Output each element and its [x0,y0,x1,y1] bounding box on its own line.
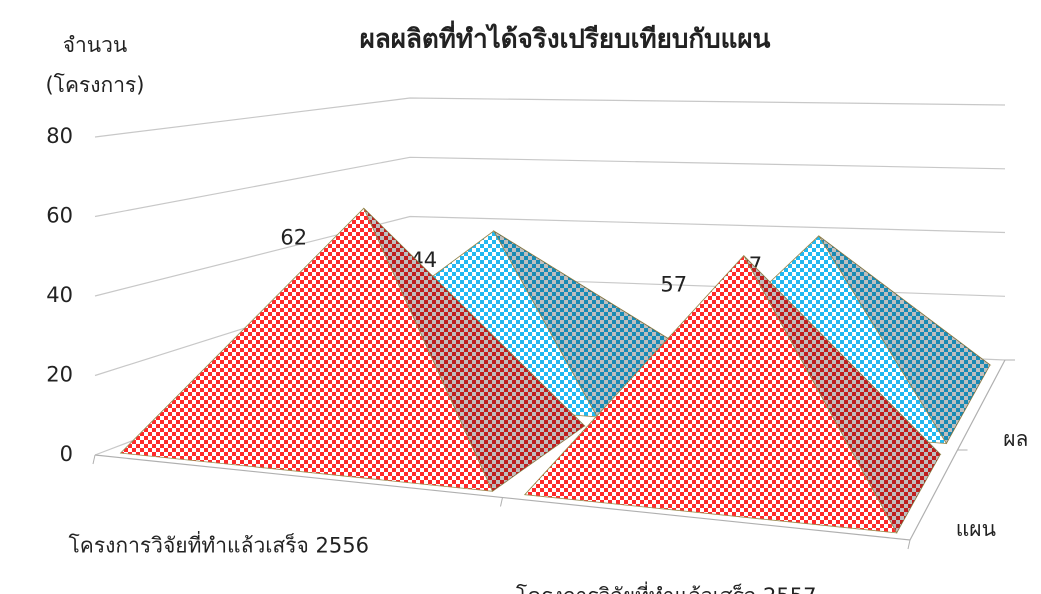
series-label: ผล [1003,427,1028,451]
y-tick-label: 20 [46,363,73,387]
x-tick-label: โครงการวิจัยที่ทำแล้วเสร็จ 2557 [516,581,816,594]
grid-line [94,156,1006,218]
pyramid-face [119,207,494,492]
y-tick-label: 40 [46,283,73,307]
pyramid-shade [743,255,941,533]
pyramid-shade [363,208,585,492]
y-tick-label: 60 [46,204,73,228]
data-label: 62 [280,225,307,249]
y-axis-label: จำนวน [63,33,128,57]
x-tick [92,454,96,465]
x-tick [500,497,503,507]
y-axis-label: (โครงการ) [45,73,144,97]
x-tick [907,539,911,550]
grid-line [94,97,1006,138]
grid-line [94,215,1006,297]
data-label: 57 [660,273,687,297]
x-tick-label: โครงการวิจัยที่ทำแล้วเสร็จ 2556 [69,530,369,557]
series-label: แผน [956,517,996,541]
pyramid-shade [818,235,991,444]
chart-title: ผลผลิตที่ทำได้จริงเปรียบเทียบกับแผน [360,20,771,55]
y-tick-label: 80 [46,124,73,148]
pyramid-face [523,255,898,534]
y-tick-label: 0 [60,442,73,466]
